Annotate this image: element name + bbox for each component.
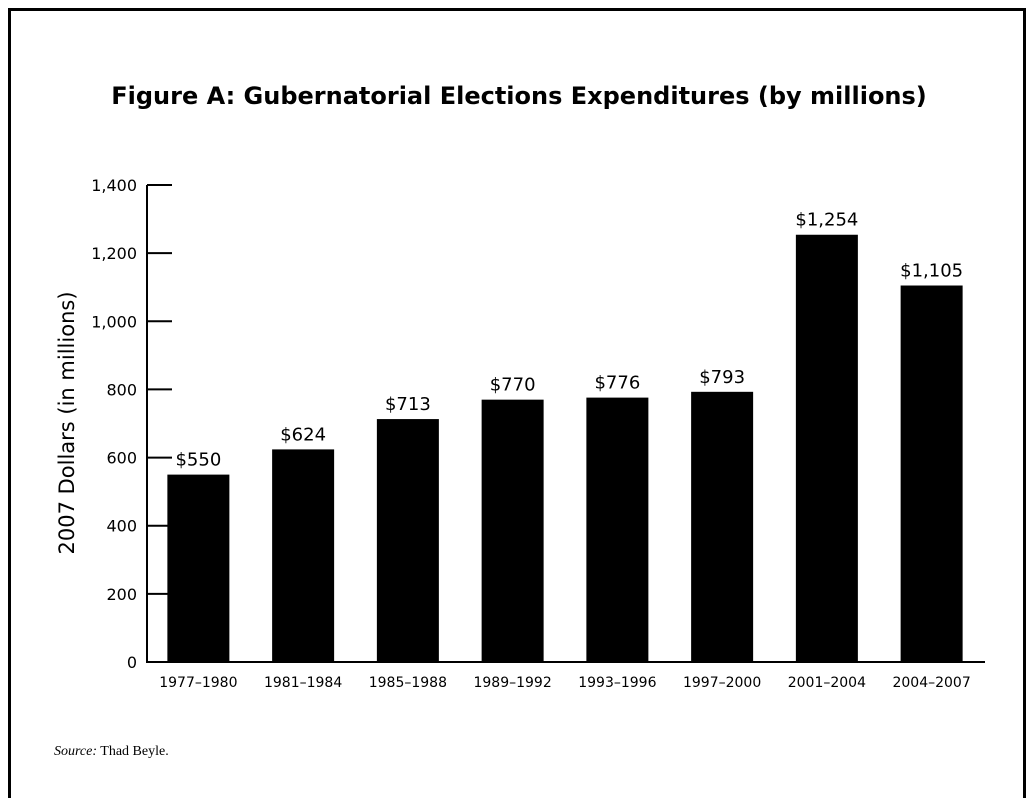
source-prefix: Source: [54,744,98,759]
bar [167,474,230,662]
bars: $550 $624 $713 $770 $776 $793 $1,254 $1,105 [167,210,963,662]
x-tick-label: 1981–1984 [264,675,342,691]
x-tick-label: 1989–1992 [473,675,551,691]
x-tick-label: 2001–2004 [788,675,866,691]
bar [900,285,963,662]
x-tick-label: 1985–1988 [369,675,447,691]
bar-data-label: $770 [490,375,536,396]
bar-data-label: $1,105 [900,261,963,282]
x-tick-label: 1993–1996 [578,675,656,691]
y-tick-label: 0 [127,653,137,672]
bar [691,391,754,662]
bar-data-label: $550 [175,450,221,471]
y-ticks: 0 200 400 600 800 1,000 1,200 1,400 [91,176,172,672]
y-tick-label: 1,000 [91,312,137,331]
bar [586,397,649,662]
y-tick-label: 1,400 [91,176,137,195]
bar-data-label: $1,254 [795,210,858,231]
y-tick-label: 800 [106,380,137,399]
figure-frame [8,8,1026,798]
bar-data-label: $713 [385,394,431,415]
y-axis-label: 2007 Dollars (in millions) [55,291,79,554]
bar-data-label: $624 [280,424,326,445]
y-tick-label: 600 [106,449,137,468]
y-tick-label: 400 [106,517,137,536]
bar [481,399,544,662]
y-tick-label: 1,200 [91,244,137,263]
source-note: Source: Thad Beyle. [54,744,169,760]
chart-title: Figure A: Gubernatorial Elections Expend… [111,82,927,110]
bar-data-label: $776 [594,373,640,394]
bar [272,449,335,662]
y-tick-label: 200 [106,585,137,604]
bar [376,419,439,662]
x-tick-label: 2004–2007 [892,675,970,691]
bar-data-label: $793 [699,367,745,388]
x-tick-label: 1997–2000 [683,675,761,691]
x-tick-label: 1977–1980 [159,675,237,691]
x-ticks: 1977–1980 1981–1984 1985–1988 1989–1992 1993… [159,675,971,691]
bar [795,234,858,662]
source-text: Thad Beyle. [97,744,169,759]
